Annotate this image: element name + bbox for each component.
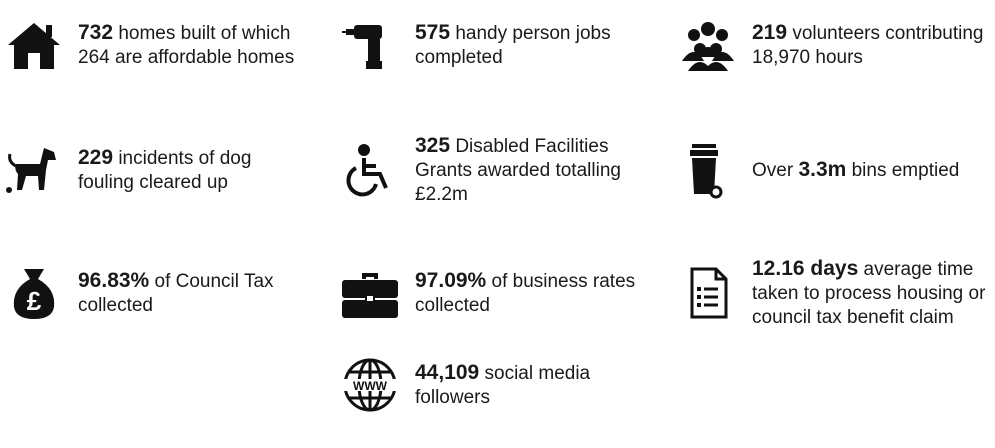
stat-text: 732 homes built of which 264 are afforda… <box>78 21 310 70</box>
stat-cell: 12.16 days average time taken to process… <box>678 233 995 353</box>
briefcase-icon <box>342 273 398 318</box>
stat-label: handy person jobs completed <box>415 22 611 68</box>
stat-figure: 12.16 days <box>752 256 859 280</box>
stat-figure: 44,109 <box>415 360 480 384</box>
stat-text: 12.16 days average time taken to process… <box>752 257 995 330</box>
stat-figure: 575 <box>415 20 451 44</box>
stat-label: homes built of which 264 are affordable … <box>78 22 295 68</box>
stat-label: average time taken to process housing or… <box>752 258 986 328</box>
stat-cell: 97.09% of business rates collected <box>340 233 653 353</box>
money-bag-icon: £ <box>13 269 55 319</box>
stat-label: of business rates collected <box>415 270 636 316</box>
stat-label: incidents of dog fouling cleared up <box>78 147 252 193</box>
stat-label: Over <box>752 159 799 181</box>
stat-text: 575 handy person jobs completed <box>415 21 653 70</box>
stat-figure: 219 <box>752 20 788 44</box>
stat-cell: Over 3.3m bins emptied <box>678 110 995 230</box>
house-icon <box>8 23 60 69</box>
stat-text: 96.83% of Council Tax collected <box>78 269 310 318</box>
volunteers-icon <box>682 22 734 71</box>
stat-cell: 575 handy person jobs completed <box>340 0 653 105</box>
drill-icon <box>342 25 382 69</box>
stat-text: 229 incidents of dog fouling cleared up <box>78 146 310 195</box>
stat-figure: 732 <box>78 20 114 44</box>
stat-cell: 229 incidents of dog fouling cleared up <box>4 110 310 230</box>
stat-text: 219 volunteers contributing 18,970 hours <box>752 21 995 70</box>
svg-text:WWW: WWW <box>353 379 388 393</box>
wheelchair-icon <box>346 144 388 197</box>
globe-icon: WWW <box>342 358 398 412</box>
stat-figure: 96.83% <box>78 268 150 292</box>
stat-cell: WWW 44,109 social media followers <box>340 325 653 445</box>
document-icon <box>690 267 728 319</box>
stat-cell: 325 Disabled Facilities Grants awarded t… <box>340 110 653 230</box>
stat-text: 325 Disabled Facilities Grants awarded t… <box>415 134 653 207</box>
stat-label: of Council Tax collected <box>78 270 274 316</box>
bin-icon <box>690 144 723 199</box>
stat-figure: 229 <box>78 145 114 169</box>
stat-label: bins emptied <box>846 159 960 181</box>
stat-cell: 732 homes built of which 264 are afforda… <box>4 0 310 105</box>
stat-figure: 325 <box>415 133 451 157</box>
stat-figure: 97.09% <box>415 268 487 292</box>
dog-icon <box>6 148 57 193</box>
stat-figure: 3.3m <box>798 157 847 181</box>
stat-text: 97.09% of business rates collected <box>415 269 653 318</box>
svg-text:£: £ <box>27 286 42 316</box>
stat-text: 44,109 social media followers <box>415 361 653 410</box>
stat-text: Over 3.3m bins emptied <box>752 158 995 183</box>
stat-label: Disabled Facilities Grants awarded total… <box>415 135 621 205</box>
stat-label: volunteers contributing 18,970 hours <box>752 22 984 68</box>
stat-label: social media followers <box>415 362 591 408</box>
stat-cell: £ 96.83% of Council Tax collected <box>4 233 310 353</box>
stat-cell: 219 volunteers contributing 18,970 hours <box>678 0 995 105</box>
